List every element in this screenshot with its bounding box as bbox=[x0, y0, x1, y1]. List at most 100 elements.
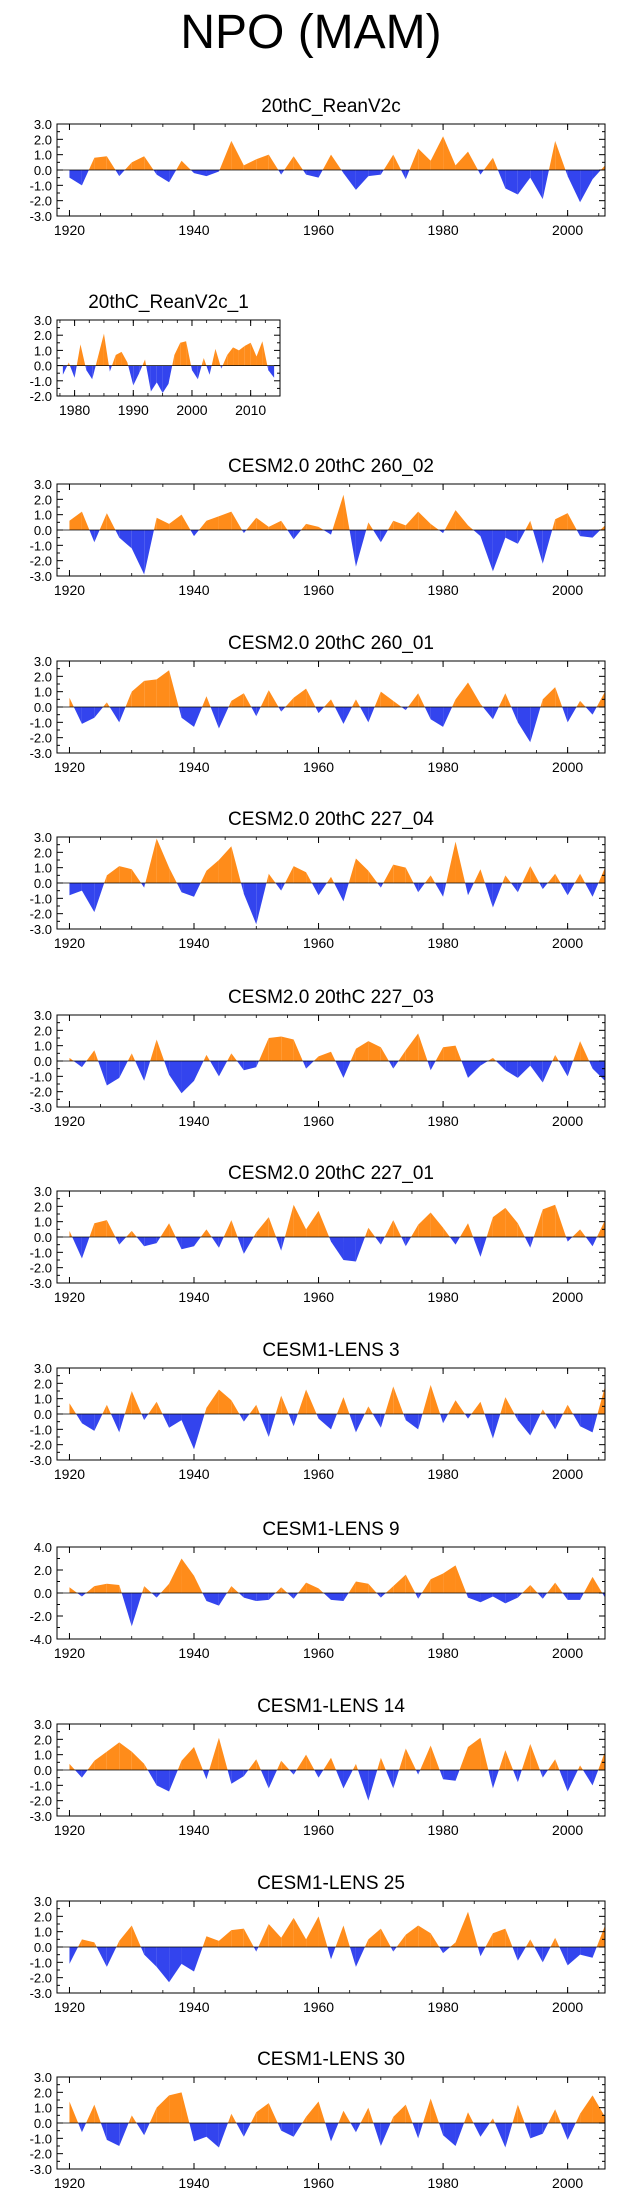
positive-anomaly-area bbox=[127, 362, 129, 366]
y-tick-label: 1.0 bbox=[34, 861, 52, 876]
y-tick-label: 3.0 bbox=[34, 2070, 52, 2085]
negative-anomaly-area bbox=[278, 170, 282, 175]
positive-anomaly-area bbox=[348, 1581, 356, 1593]
positive-anomaly-area bbox=[169, 670, 179, 707]
negative-anomaly-area bbox=[567, 1061, 574, 1077]
x-tick-label: 1940 bbox=[178, 1645, 209, 1661]
positive-anomaly-area bbox=[368, 1041, 381, 1061]
positive-anomaly-area bbox=[318, 2101, 326, 2123]
positive-anomaly-area bbox=[580, 1765, 583, 1770]
y-tick-label: -3.0 bbox=[30, 1276, 52, 1291]
y-tick-label: 2.0 bbox=[34, 1732, 52, 1747]
x-tick-label: 2000 bbox=[552, 1113, 583, 1129]
negative-anomaly-area bbox=[327, 1947, 331, 1960]
positive-anomaly-area bbox=[238, 345, 245, 366]
positive-anomaly-area bbox=[455, 1911, 468, 1947]
negative-anomaly-area bbox=[530, 2123, 543, 2139]
positive-anomaly-area bbox=[106, 1583, 120, 1593]
negative-anomaly-area bbox=[482, 707, 493, 720]
negative-anomaly-area bbox=[401, 1237, 406, 1247]
positive-anomaly-area bbox=[69, 511, 82, 530]
positive-anomaly-area bbox=[480, 1737, 489, 1770]
positive-anomaly-area bbox=[306, 872, 312, 883]
x-tick-label: 1980 bbox=[428, 1113, 459, 1129]
positive-anomaly-area bbox=[256, 2103, 269, 2123]
negative-anomaly-area bbox=[602, 1593, 605, 1598]
negative-anomaly-area bbox=[542, 2123, 549, 2134]
y-tick-label: -1.0 bbox=[30, 2131, 52, 2146]
negative-anomaly-area bbox=[156, 365, 163, 393]
positive-anomaly-area bbox=[78, 1939, 82, 1947]
negative-anomaly-area bbox=[401, 170, 406, 180]
negative-anomaly-area bbox=[388, 1061, 394, 1069]
negative-anomaly-area bbox=[580, 1593, 584, 1600]
positive-anomaly-area bbox=[380, 1928, 391, 1947]
negative-anomaly-area bbox=[567, 170, 581, 203]
negative-anomaly-area bbox=[567, 883, 575, 896]
negative-anomaly-area bbox=[464, 1414, 468, 1419]
negative-anomaly-area bbox=[72, 1237, 82, 1259]
positive-anomaly-area bbox=[94, 1751, 107, 1770]
negative-anomaly-area bbox=[206, 365, 210, 375]
x-tick-label: 1980 bbox=[59, 402, 90, 418]
negative-anomaly-area bbox=[373, 2123, 381, 2146]
positive-anomaly-area bbox=[306, 688, 316, 707]
positive-anomaly-area bbox=[131, 2115, 137, 2123]
positive-anomaly-area bbox=[574, 873, 581, 883]
negative-anomaly-area bbox=[243, 1770, 249, 1777]
y-tick-label: 3.0 bbox=[34, 1361, 52, 1376]
negative-anomaly-area bbox=[316, 1414, 319, 1419]
positive-anomaly-area bbox=[86, 1050, 95, 1061]
positive-anomaly-area bbox=[260, 690, 269, 707]
positive-anomaly-area bbox=[430, 2098, 439, 2123]
negative-anomaly-area bbox=[539, 883, 543, 890]
positive-anomaly-area bbox=[87, 1760, 95, 1770]
figure-title: NPO (MAM) bbox=[180, 6, 441, 59]
negative-anomaly-area bbox=[343, 883, 349, 902]
y-tick-label: 0.0 bbox=[34, 1586, 52, 1601]
negative-anomaly-area bbox=[380, 1414, 385, 1428]
negative-anomaly-area bbox=[288, 1414, 294, 1427]
panel-title: CESM2.0 20thC 260_01 bbox=[228, 633, 434, 654]
negative-anomaly-area bbox=[267, 365, 269, 371]
positive-anomaly-area bbox=[387, 520, 394, 530]
y-tick-label: -2.0 bbox=[30, 2147, 52, 2162]
negative-anomaly-area bbox=[190, 530, 194, 537]
negative-anomaly-area bbox=[156, 1770, 170, 1792]
positive-anomaly-area bbox=[459, 1223, 468, 1237]
negative-anomaly-area bbox=[81, 1061, 87, 1068]
negative-anomaly-area bbox=[480, 170, 484, 175]
negative-anomaly-area bbox=[256, 1593, 269, 1602]
negative-anomaly-area bbox=[136, 2123, 145, 2136]
negative-anomaly-area bbox=[559, 1947, 568, 1966]
negative-anomaly-area bbox=[343, 707, 353, 724]
positive-anomaly-area bbox=[131, 869, 142, 883]
positive-anomaly-area bbox=[160, 1223, 170, 1237]
negative-anomaly-area bbox=[206, 170, 219, 177]
positive-anomaly-area bbox=[430, 1933, 440, 1947]
positive-anomaly-area bbox=[211, 348, 216, 366]
negative-anomaly-area bbox=[73, 707, 82, 724]
negative-anomaly-area bbox=[505, 2123, 513, 2148]
positive-anomaly-area bbox=[293, 1039, 303, 1061]
positive-anomaly-area bbox=[275, 1587, 282, 1593]
negative-anomaly-area bbox=[318, 170, 323, 178]
positive-anomaly-area bbox=[106, 702, 110, 707]
positive-anomaly-area bbox=[86, 2104, 95, 2123]
positive-anomaly-area bbox=[555, 873, 561, 883]
positive-anomaly-area bbox=[218, 1389, 232, 1414]
negative-anomaly-area bbox=[542, 1947, 551, 1963]
negative-anomaly-area bbox=[517, 530, 526, 544]
panels: 20thC_ReanV2c3.02.01.00.0-1.0-2.0-3.0192… bbox=[30, 96, 606, 2191]
negative-anomaly-area bbox=[281, 170, 285, 175]
negative-anomaly-area bbox=[181, 883, 194, 897]
y-tick-label: -1.0 bbox=[30, 891, 52, 906]
negative-anomaly-area bbox=[69, 170, 82, 186]
positive-anomaly-area bbox=[253, 1232, 257, 1237]
positive-anomaly-area bbox=[492, 1057, 497, 1061]
y-tick-label: 0.0 bbox=[34, 700, 52, 715]
negative-anomaly-area bbox=[144, 1414, 149, 1421]
negative-anomaly-area bbox=[92, 365, 96, 380]
positive-anomaly-area bbox=[418, 693, 425, 707]
